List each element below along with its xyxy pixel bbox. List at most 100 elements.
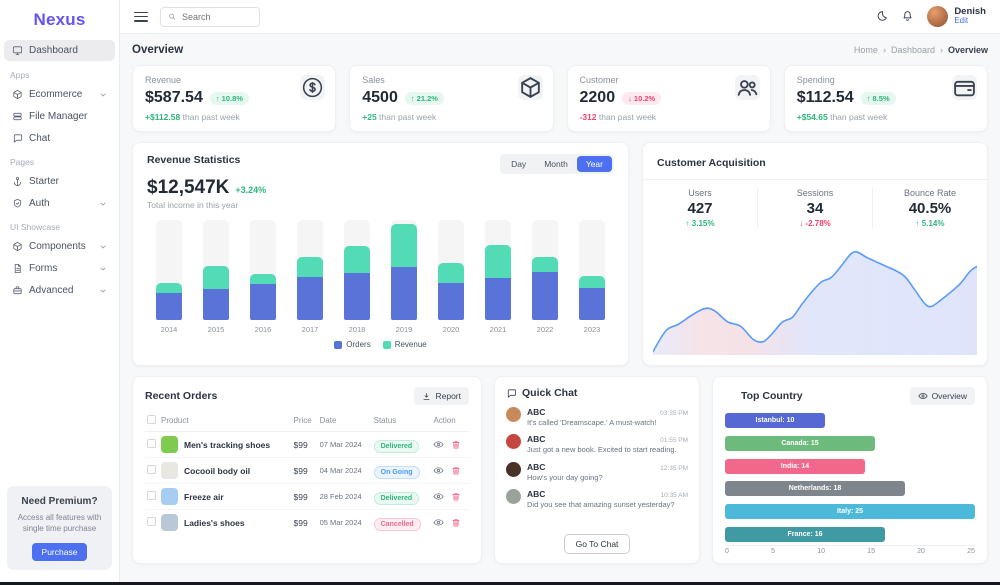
total-income-value: $12,547K: [147, 177, 230, 198]
sidebar-item-label: Ecommerce: [29, 89, 83, 100]
breadcrumb-dashboard[interactable]: Dashboard: [890, 45, 935, 55]
nav-section-label: UI Showcase: [10, 222, 61, 232]
view-icon[interactable]: [433, 491, 444, 502]
wallet-icon: [952, 75, 977, 100]
chat-message[interactable]: ABC 01:55 PM Just got a new book. Excited …: [506, 434, 688, 454]
revenue-segment: [438, 263, 464, 283]
date-cell: 28 Feb 2024: [317, 483, 372, 510]
chat-message[interactable]: ABC 03:35 PM It's called 'Dreamscape.' A m…: [506, 407, 688, 427]
acquisition-stat-change: ↑ 5.14%: [915, 219, 945, 228]
view-icon[interactable]: [433, 465, 444, 476]
sidebar-item-file-manager[interactable]: File Manager: [4, 106, 115, 127]
quick-chat-panel: Quick Chat ABC 03:35 PM It's called 'Dream…: [494, 376, 700, 564]
notifications-icon[interactable]: [901, 10, 914, 23]
bar-column-2017: 2017: [292, 220, 328, 334]
search-box[interactable]: [160, 6, 260, 27]
delete-icon[interactable]: [451, 517, 461, 528]
sidebar-item-auth[interactable]: Auth: [4, 193, 115, 214]
sidebar-item-advanced[interactable]: Advanced: [4, 280, 115, 301]
nav-section-label: Apps: [10, 70, 30, 80]
row-checkbox[interactable]: [147, 439, 156, 448]
dollar-icon: [300, 75, 326, 100]
acquisition-stats: Users 427 ↑ 3.15% Sessions 34 ↓ -2.78% Bounce …: [643, 180, 987, 234]
sidebar-item-ecommerce[interactable]: Ecommerce: [4, 84, 115, 105]
stat-card-delta: +$112.58 than past week: [145, 112, 240, 122]
revenue-segment: [485, 245, 511, 278]
row-checkbox[interactable]: [147, 491, 156, 500]
acquisition-stat-label: Users: [688, 188, 712, 198]
orders-segment: [391, 267, 417, 320]
product-thumbnail: [161, 488, 178, 505]
bar-column-2021: 2021: [480, 220, 516, 334]
dark-mode-icon[interactable]: [875, 10, 888, 23]
sidebar-item-label: Dashboard: [29, 45, 78, 56]
x-tick-label: 20: [917, 548, 925, 555]
tab-day[interactable]: Day: [511, 159, 527, 169]
tab-year[interactable]: Year: [576, 156, 612, 172]
purchase-button[interactable]: Purchase: [31, 543, 88, 561]
delete-icon[interactable]: [451, 491, 461, 502]
status-badge: Delivered: [373, 491, 420, 505]
sidebar-item-components[interactable]: Components: [4, 236, 115, 257]
app-logo[interactable]: Nexus: [33, 10, 86, 29]
stat-card-badge: ↓ 10.2%: [622, 91, 662, 105]
go-to-chat-button[interactable]: Go To Chat: [563, 534, 631, 554]
users-icon: [734, 75, 760, 100]
table-row[interactable]: Ladies's shoes $99 05 Mar 2024 Cancelled: [145, 510, 469, 536]
status-badge: Cancelled: [373, 517, 421, 531]
shield-icon: [12, 198, 23, 209]
bar-stack: [438, 263, 464, 320]
stat-card-badge: ↑ 21.2%: [404, 91, 444, 105]
bar-stack: [532, 257, 558, 320]
total-income-subtitle: Total income in this year: [147, 200, 239, 210]
menu-toggle-icon[interactable]: [134, 11, 148, 22]
chevron-down-icon: [99, 91, 107, 99]
x-axis-label: 2014: [160, 325, 178, 334]
view-icon[interactable]: [433, 517, 444, 528]
stat-card-delta: -312 than past week: [579, 112, 657, 122]
stat-card-badge: ↑ 8.5%: [860, 91, 896, 105]
user-avatar[interactable]: [927, 6, 949, 27]
table-row[interactable]: Cocooil body oil $99 04 Mar 2024 On Going: [145, 457, 469, 484]
customer-acquisition-panel: Customer Acquisition Users 427 ↑ 3.15% Sess…: [642, 142, 988, 366]
chat-message[interactable]: ABC 10:35 AM Did you see that amazing suns…: [506, 489, 688, 509]
table-row[interactable]: Freeze air $99 28 Feb 2024 Delivered: [145, 483, 469, 510]
chat-message[interactable]: ABC 12:35 PM How's your day going?: [506, 461, 688, 482]
search-input[interactable]: [182, 11, 252, 22]
tab-month[interactable]: Month: [544, 159, 568, 169]
bar-column-2016: 2016: [245, 220, 281, 334]
sidebar-item-chat[interactable]: Chat: [4, 128, 115, 149]
view-icon[interactable]: [433, 439, 444, 450]
revenue-segment: [532, 257, 558, 272]
sidebar-nav: Apps Ecommerce File Manager Chat Pages Starte…: [0, 63, 119, 301]
report-button[interactable]: Report: [414, 387, 469, 405]
action-cell: [433, 517, 467, 528]
bar-column-2018: 2018: [339, 220, 375, 334]
select-all-checkbox[interactable]: [147, 415, 156, 424]
breadcrumb-home[interactable]: Home: [853, 45, 878, 55]
starter-icon: [12, 176, 23, 187]
chat-icon: [506, 388, 517, 399]
country-bar-chart: Istanbul: 10 Canada: 15 India: 14 Netherlan…: [725, 413, 975, 545]
revenue-segment: [156, 283, 182, 293]
delete-icon[interactable]: [451, 439, 461, 450]
overview-button[interactable]: Overview: [909, 387, 975, 405]
briefcase-icon: [12, 285, 23, 296]
user-menu[interactable]: Denish Edit: [954, 6, 986, 26]
delete-icon[interactable]: [451, 465, 461, 476]
acquisition-stat-bounce-rate: Bounce Rate 40.5% ↑ 5.14%: [873, 188, 987, 228]
orders-segment: [485, 278, 511, 320]
sidebar-item-label: Advanced: [29, 285, 74, 296]
chat-timestamp: 10:35 AM: [660, 492, 688, 500]
sidebar-item-dashboard[interactable]: Dashboard: [4, 40, 115, 61]
row-checkbox[interactable]: [147, 465, 156, 474]
product-name: Cocooil body oil: [184, 465, 251, 476]
user-edit-link[interactable]: Edit: [954, 16, 969, 26]
orders-table: Product Price Date Status Action Men's track…: [145, 412, 469, 535]
table-row[interactable]: Men's tracking shoes $99 07 Mar 2024 Delive…: [145, 431, 469, 458]
revenue-segment: [203, 266, 229, 289]
row-checkbox[interactable]: [147, 517, 156, 526]
sidebar-item-starter[interactable]: Starter: [4, 171, 115, 192]
sidebar-item-forms[interactable]: Forms: [4, 258, 115, 279]
stat-card-delta-value: +25: [362, 112, 377, 122]
